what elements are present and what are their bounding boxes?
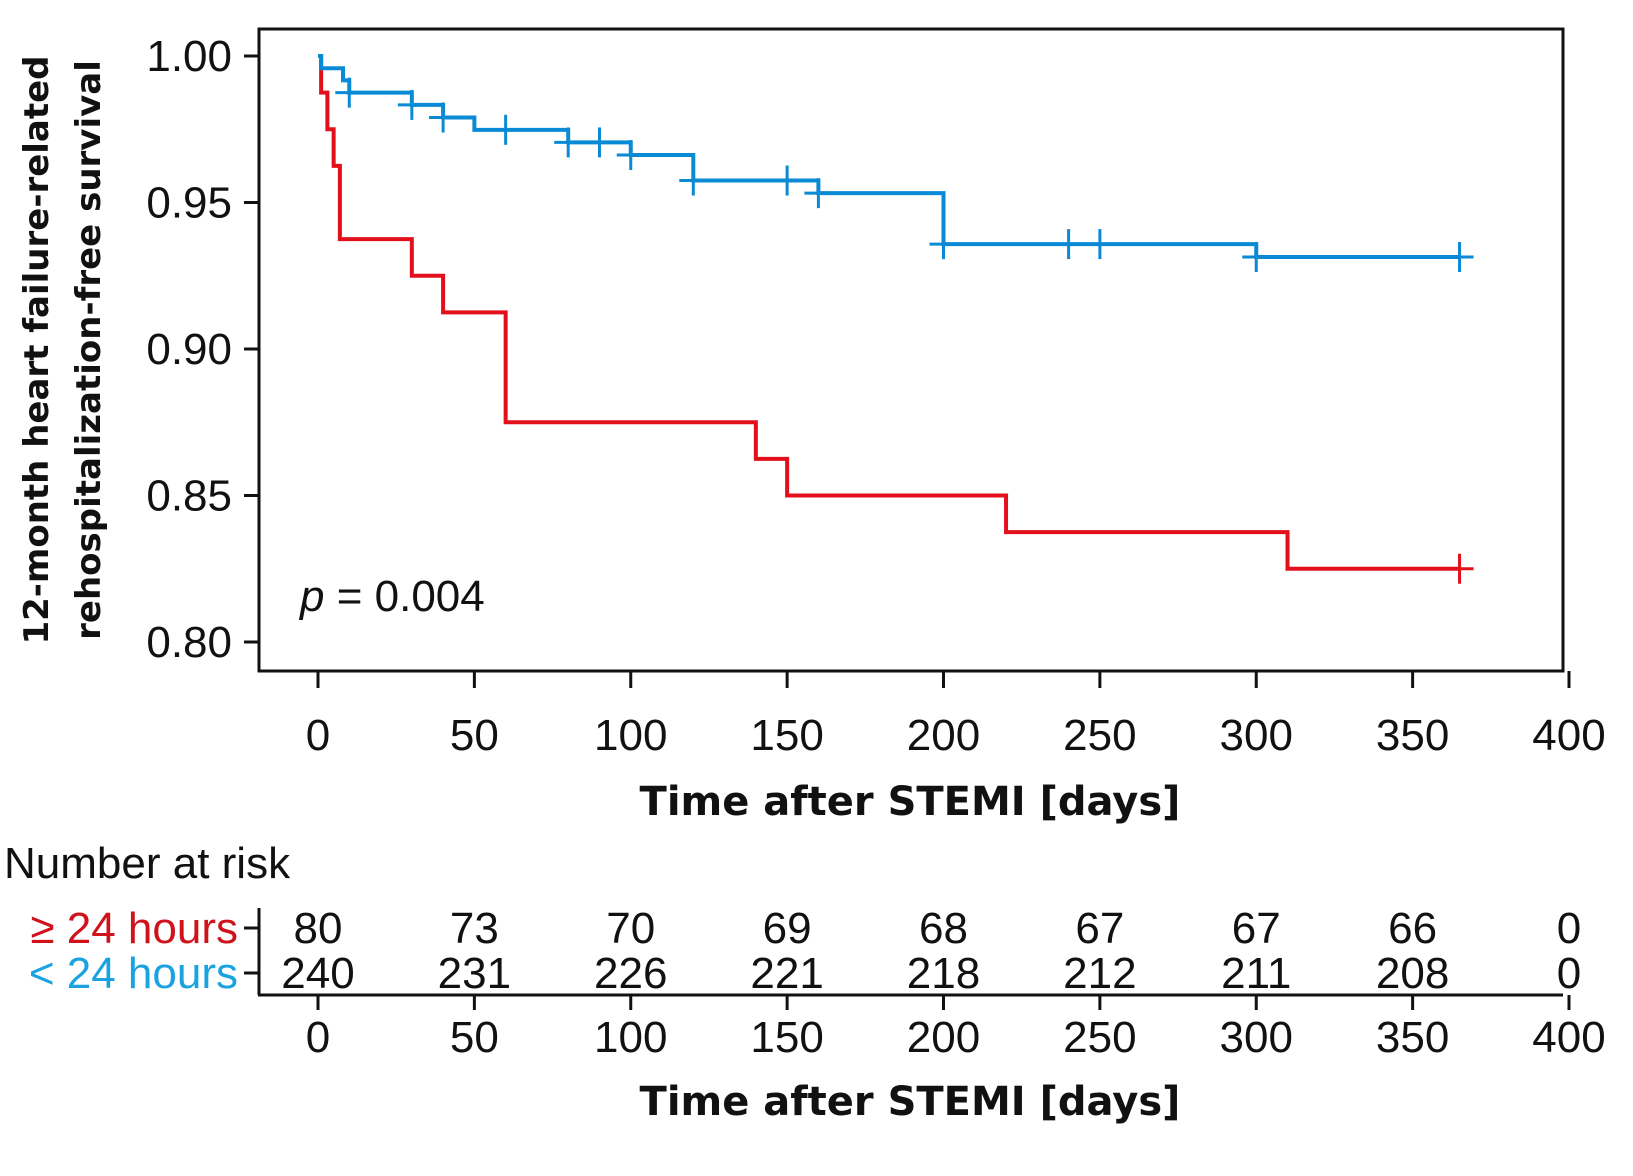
y-tick-label: 1.00 — [146, 32, 232, 81]
x-tick-label: 200 — [907, 711, 980, 760]
censor-mark-lt24h — [585, 127, 614, 158]
risk-x-tick-label: 250 — [1063, 1013, 1136, 1062]
censor-mark-lt24h — [554, 127, 583, 158]
p-value-text: = 0.004 — [324, 572, 484, 621]
risk-count: 69 — [763, 904, 812, 953]
risk-x-tick-label: 400 — [1532, 1013, 1605, 1062]
censor-mark-lt24h — [1085, 229, 1114, 260]
y-axis-label-line-1: 12-month heart failure-related — [17, 55, 57, 644]
y-axis: 1.00 0.95 0.90 0.85 0.80 — [146, 32, 259, 667]
risk-x-tick-label: 300 — [1220, 1013, 1293, 1062]
censor-mark-lt24h — [804, 178, 833, 209]
risk-count: 67 — [1075, 904, 1124, 953]
risk-count: 68 — [919, 904, 968, 953]
risk-count: 0 — [1557, 904, 1581, 953]
risk-table: ≥ 24 hours 80 73 70 69 68 67 67 66 0 < 24 hours 240… — [29, 904, 1606, 1062]
censor-mark-lt24h — [679, 165, 708, 196]
risk-count: 226 — [594, 949, 667, 998]
risk-count: 221 — [750, 949, 823, 998]
censor-mark-lt24h — [929, 229, 958, 260]
risk-row-label: ≥ 24 hours — [30, 904, 238, 953]
risk-count: 70 — [606, 904, 655, 953]
risk-count: 80 — [294, 904, 343, 953]
censor-mark-ge24h — [1445, 553, 1474, 584]
x-axis: 0 50 100 150 200 250 300 350 400 — [306, 671, 1606, 760]
risk-count: 73 — [450, 904, 499, 953]
risk-x-tick-label: 200 — [907, 1013, 980, 1062]
y-tick-label: 0.85 — [146, 472, 232, 521]
censor-mark-lt24h — [429, 102, 458, 133]
y-tick-label: 0.80 — [146, 618, 232, 667]
p-symbol: p — [298, 572, 324, 621]
y-tick-label: 0.90 — [146, 325, 232, 374]
y-tick-label: 0.95 — [146, 179, 232, 228]
survival-curves — [318, 54, 1474, 584]
risk-count: 240 — [281, 949, 354, 998]
y-axis-label-line-2: rehospitalization-free survival — [69, 60, 109, 640]
censor-mark-lt24h — [335, 77, 364, 108]
censor-mark-lt24h — [616, 140, 645, 171]
risk-count: 212 — [1063, 949, 1136, 998]
x-axis-title: Time after STEMI [days] — [640, 779, 1181, 825]
risk-count: 208 — [1376, 949, 1449, 998]
risk-table-title: Number at risk — [4, 839, 291, 888]
risk-count: 67 — [1232, 904, 1281, 953]
risk-row-label: < 24 hours — [29, 949, 238, 998]
risk-count: 211 — [1221, 949, 1291, 998]
p-value-annotation: p = 0.004 — [298, 572, 485, 621]
x-tick-label: 350 — [1376, 711, 1449, 760]
censor-mark-lt24h — [1054, 229, 1083, 260]
x-tick-label: 100 — [594, 711, 667, 760]
km-curve-ge24h — [318, 54, 1460, 571]
x-tick-label: 0 — [306, 711, 330, 760]
censor-mark-lt24h — [1242, 241, 1271, 272]
risk-table-x-axis-title: Time after STEMI [days] — [640, 1079, 1181, 1125]
x-tick-label: 300 — [1220, 711, 1293, 760]
risk-count: 231 — [438, 949, 511, 998]
risk-count: 0 — [1557, 949, 1581, 998]
risk-x-tick-label: 0 — [306, 1013, 330, 1062]
censor-mark-lt24h — [397, 89, 426, 120]
risk-count: 218 — [907, 949, 980, 998]
censor-mark-lt24h — [491, 114, 520, 145]
risk-x-tick-label: 50 — [450, 1013, 499, 1062]
risk-count: 66 — [1388, 904, 1437, 953]
x-tick-label: 250 — [1063, 711, 1136, 760]
x-tick-label: 150 — [750, 711, 823, 760]
censor-mark-lt24h — [773, 165, 802, 196]
km-curve-lt24h — [318, 54, 1460, 259]
risk-x-tick-label: 100 — [594, 1013, 667, 1062]
risk-x-tick-label: 350 — [1376, 1013, 1449, 1062]
x-tick-label: 400 — [1532, 711, 1605, 760]
risk-x-tick-label: 150 — [750, 1013, 823, 1062]
censor-mark-lt24h — [1445, 241, 1474, 272]
x-tick-label: 50 — [450, 711, 499, 760]
